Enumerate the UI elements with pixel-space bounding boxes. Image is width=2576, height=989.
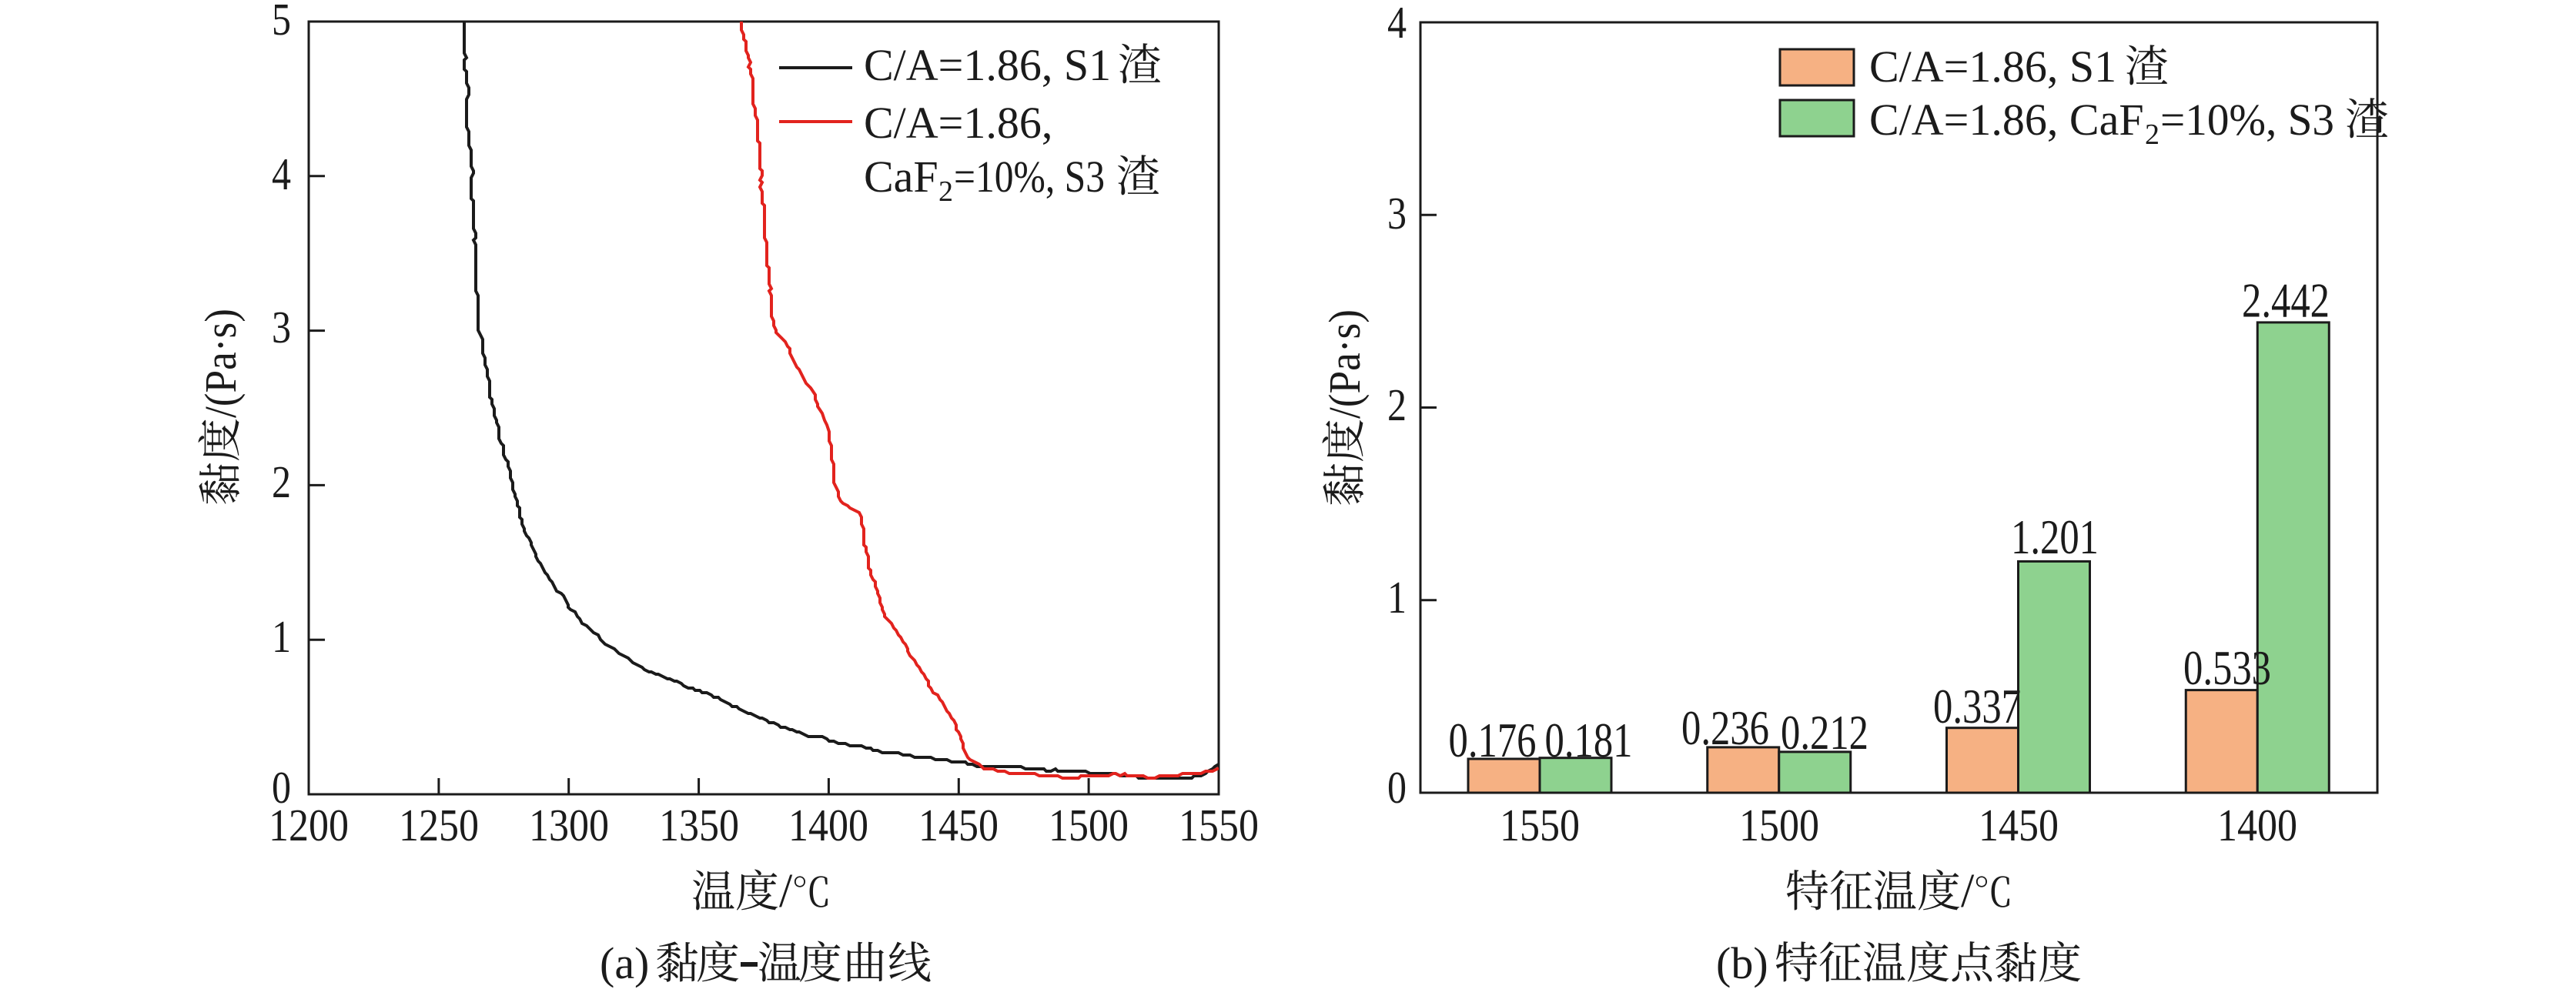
svg-text:1400: 1400 [788,800,868,850]
svg-text:1550: 1550 [1179,800,1259,850]
svg-text:1.201: 1.201 [2011,510,2099,564]
svg-text:/: / [1961,865,1975,917]
svg-text:1500: 1500 [1049,800,1129,850]
svg-text:(b): (b) [1716,938,1768,988]
svg-text:1550: 1550 [1500,800,1580,850]
svg-text:4: 4 [272,149,291,199]
svg-text:2: 2 [272,456,291,507]
svg-text:0: 0 [272,762,291,813]
svg-text:=10%, S3: =10%, S3 [954,152,1105,202]
svg-text:C/A=1.86, S1: C/A=1.86, S1 [1869,42,2116,92]
svg-text:/: / [779,865,793,917]
svg-text:1450: 1450 [1979,800,2059,850]
svg-text:=10%, S3: =10%, S3 [2160,95,2334,145]
svg-text:1300: 1300 [529,800,609,850]
svg-text:2.442: 2.442 [2242,273,2330,328]
svg-text:C/A=1.86, S1: C/A=1.86, S1 [864,40,1111,90]
svg-text:0.212: 0.212 [1781,705,1868,760]
svg-text:1200: 1200 [269,800,349,850]
svg-text:0.236: 0.236 [1681,700,1769,755]
svg-text:1450: 1450 [918,800,999,850]
svg-text:5: 5 [272,0,291,45]
svg-text:/(Pa·s): /(Pa·s) [196,309,246,418]
svg-text:0.176: 0.176 [1449,713,1537,767]
svg-text:3: 3 [1387,188,1407,239]
svg-text:3: 3 [272,302,291,352]
svg-text:/(Pa·s): /(Pa·s) [1320,309,1370,419]
svg-text:1400: 1400 [2217,800,2297,850]
svg-text:0.337: 0.337 [1933,679,2021,733]
svg-text:0.181: 0.181 [1545,713,1633,767]
svg-text:0: 0 [1387,762,1407,813]
svg-text:CaF: CaF [864,152,938,202]
svg-text:2: 2 [2145,119,2159,151]
svg-text:2: 2 [938,175,953,208]
svg-text:1350: 1350 [659,800,739,850]
svg-text:C/A=1.86, CaF: C/A=1.86, CaF [1869,95,2144,145]
svg-text:0.533: 0.533 [2183,640,2271,695]
svg-text:1: 1 [1387,572,1407,623]
svg-text:(a): (a) [600,938,649,988]
svg-text:1250: 1250 [399,800,479,850]
svg-text:1: 1 [272,611,291,662]
svg-text:2: 2 [1387,379,1407,430]
svg-text:C/A=1.86,: C/A=1.86, [864,98,1052,148]
svg-text:4: 4 [1387,0,1407,48]
svg-text:1500: 1500 [1739,800,1819,850]
